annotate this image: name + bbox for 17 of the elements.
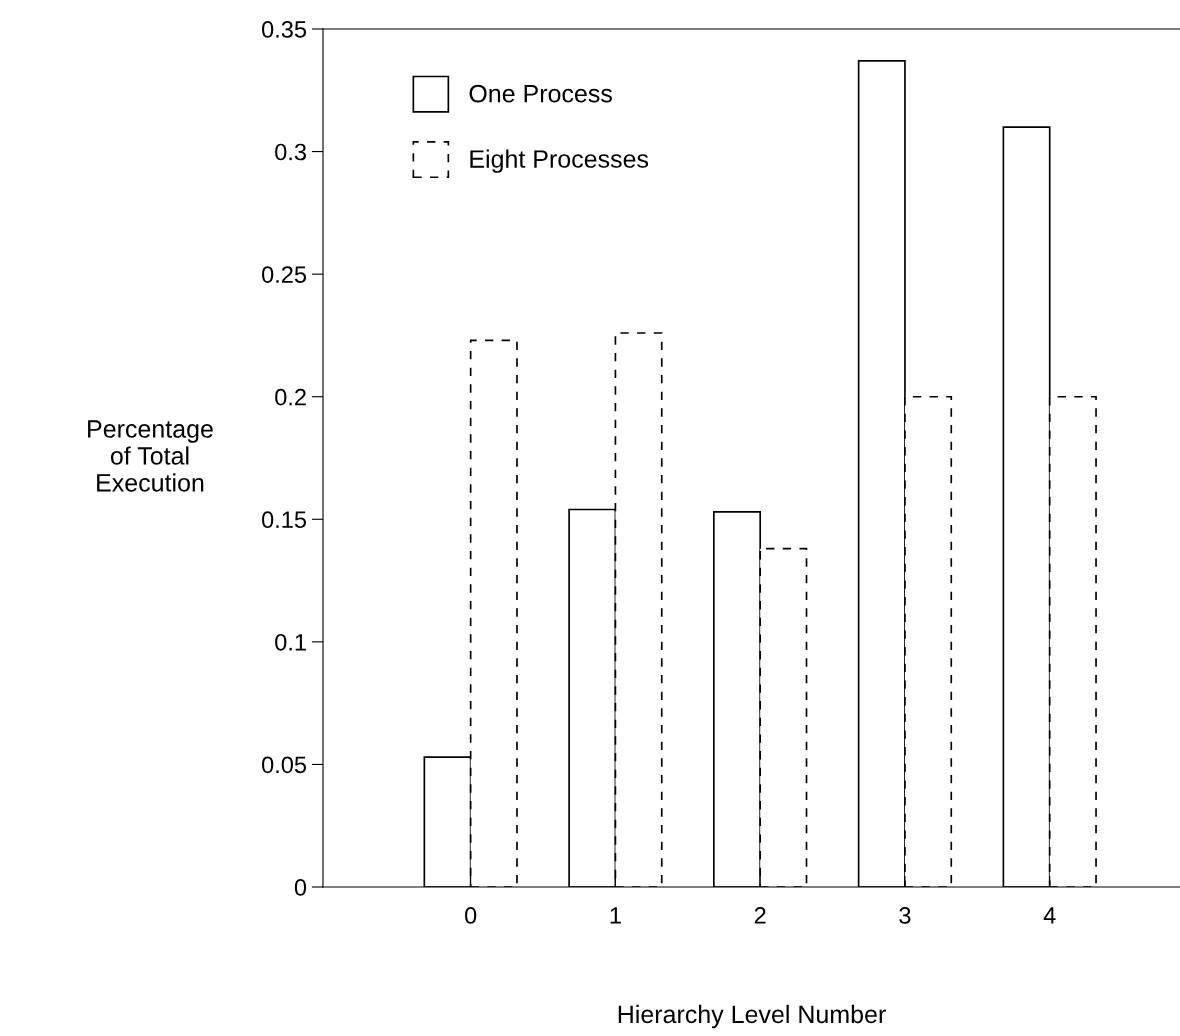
- x-axis-title: Hierarchy Level Number: [618, 1004, 886, 1029]
- y-tick-label: 0: [294, 879, 307, 896]
- x-tick-label: 3: [899, 907, 911, 924]
- x-tick-label: 0: [465, 907, 477, 924]
- x-tick-label: 4: [1043, 907, 1056, 924]
- y-tick-label: 0.15: [262, 511, 307, 529]
- y-tick-label: 0.3: [275, 143, 306, 161]
- x-tick-label: 1: [610, 907, 621, 924]
- y-tick-label: 0.25: [262, 266, 307, 283]
- y-tick-label: 0.2: [275, 388, 306, 406]
- legend-label: One Process: [469, 84, 612, 103]
- y-tick-label: 0.1: [275, 633, 306, 651]
- y-tick-label: 0.05: [262, 756, 307, 774]
- y-tick-label: 0.35: [262, 21, 307, 38]
- y-axis-title: Percentage of Total Execution: [88, 420, 213, 492]
- x-tick-label: 2: [754, 907, 766, 924]
- legend-label: Eight Processes: [470, 149, 649, 173]
